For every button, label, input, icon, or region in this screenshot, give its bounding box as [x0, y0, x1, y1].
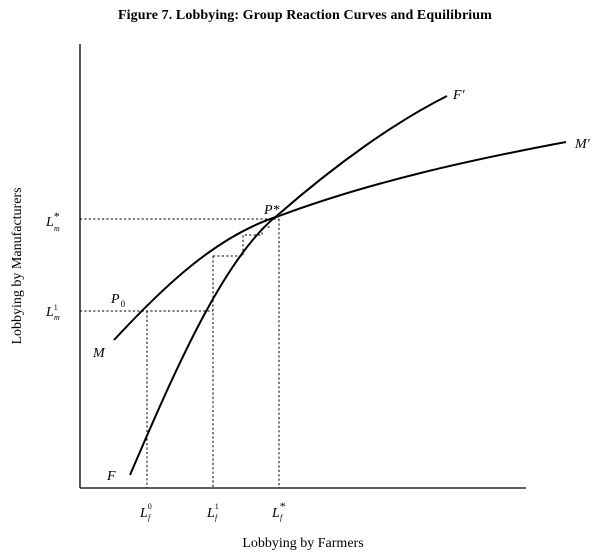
xtick-lf-star: L* f [271, 499, 286, 522]
curve-f-start-label: F [106, 469, 116, 484]
curve-m-end-label: M′ [574, 137, 591, 152]
point-p0-label: P0 [110, 292, 126, 309]
x-axis-title: Lobbying by Farmers [242, 536, 363, 551]
figure-title: Figure 7. Lobbying: Group Reaction Curve… [118, 8, 492, 23]
curve-m-start-label: M [92, 346, 106, 361]
point-p-star-label: P* [263, 203, 280, 218]
ytick-lm-star: L* m [45, 209, 60, 233]
y-axis-title: Lobbying by Manufacturers [10, 187, 25, 344]
xtick-lf-1: L1 f [206, 502, 219, 522]
curve-m [113, 141, 567, 341]
xtick-lf-0: L0 f [139, 502, 152, 522]
curve-f-end-label: F′ [452, 88, 466, 103]
ytick-lm-1: L1 m [45, 303, 60, 322]
curve-f [129, 95, 448, 476]
